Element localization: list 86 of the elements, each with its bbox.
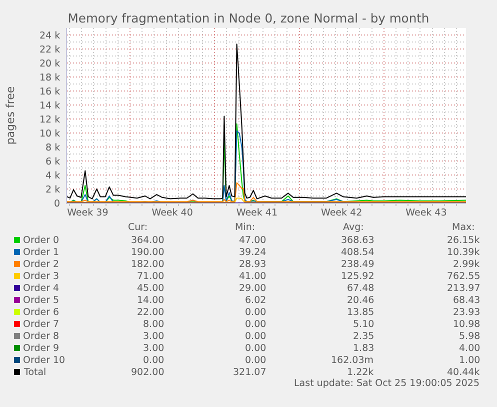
text: Max:: [452, 222, 475, 233]
text: 13.85: [347, 307, 374, 318]
text: 20.46: [347, 295, 374, 306]
text: 0.00: [245, 331, 266, 342]
text: 0.00: [245, 319, 266, 330]
legend-label: Order 6: [23, 307, 60, 318]
text: 28.93: [239, 259, 266, 270]
y-tick-label: 14 k: [39, 100, 61, 112]
text: 162.03m: [331, 355, 374, 366]
text: 23.93: [453, 307, 480, 318]
y-tick-label: 10 k: [39, 128, 61, 140]
x-tick-label: Week 43: [406, 207, 447, 218]
text: 0.00: [245, 343, 266, 354]
text: 71.00: [137, 271, 164, 282]
text: 364.00: [131, 235, 164, 246]
legend-label: Order 10: [23, 355, 66, 366]
x-tick-label: Week 42: [320, 207, 362, 218]
legend-label: Order 5: [23, 295, 60, 306]
y-tick-label: 24 k: [39, 30, 61, 42]
legend-label: Order 3: [23, 271, 60, 282]
text: 67.48: [347, 283, 374, 294]
text: Last update: Sat Oct 25 19:00:05 2025: [294, 378, 480, 389]
text: 762.55: [447, 271, 480, 282]
text: 41.00: [239, 271, 266, 282]
legend-label: Order 1: [23, 247, 60, 258]
x-tick-label: Week 40: [152, 207, 193, 218]
text: 40.44k: [447, 367, 480, 378]
y-tick-label: 8 k: [46, 142, 61, 154]
text: 125.92: [341, 271, 374, 282]
legend-label: Order 7: [23, 319, 60, 330]
text: Min:: [235, 222, 256, 233]
legend-label: Order 8: [23, 331, 60, 342]
text: 5.10: [353, 319, 374, 330]
text: 5.98: [459, 331, 480, 342]
text: 4.00: [459, 343, 480, 354]
legend-label: Total: [23, 367, 46, 378]
text: 1.00: [459, 355, 480, 366]
y-tick-label: 4 k: [46, 170, 61, 182]
legend-label: Order 9: [23, 343, 60, 354]
x-tick-label: Week 41: [236, 207, 278, 218]
text: 29.00: [239, 283, 266, 294]
text: 26.15k: [447, 235, 480, 246]
text: 8.00: [143, 319, 164, 330]
y-tick-label: 18 k: [39, 72, 61, 84]
text: 190.00: [131, 247, 164, 258]
legend-label: Order 0: [23, 235, 60, 246]
text: Cur:: [128, 222, 148, 233]
text: 238.49: [341, 259, 374, 270]
text: 1.22k: [347, 367, 374, 378]
text: 47.00: [239, 235, 266, 246]
text: 3.00: [143, 343, 164, 354]
y-tick-label: 16 k: [39, 86, 61, 98]
y-tick-label: 20 k: [39, 58, 61, 70]
text: 368.63: [341, 235, 374, 246]
text: 213.97: [447, 283, 480, 294]
y-axis-title: pages free: [4, 86, 18, 145]
legend-label: Order 4: [23, 283, 60, 294]
text: 14.00: [137, 295, 164, 306]
text: 39.24: [239, 247, 266, 258]
y-tick-label: 6 k: [46, 156, 61, 168]
text: 68.43: [453, 295, 480, 306]
text: 0.00: [143, 355, 164, 366]
text: 2.99k: [453, 259, 480, 270]
text: 182.00: [131, 259, 164, 270]
legend-label: Order 2: [23, 259, 60, 270]
text: 45.00: [137, 283, 164, 294]
y-tick-label: 22 k: [39, 44, 61, 56]
chart-title: Memory fragmentation in Node 0, zone Normal - by month: [68, 11, 430, 26]
text: 10.39k: [447, 247, 480, 258]
y-tick-label: 2 k: [46, 184, 61, 196]
text: 0.00: [245, 355, 266, 366]
text: 1.83: [353, 343, 374, 354]
y-tick-label: 12 k: [39, 114, 61, 126]
text: 6.02: [245, 295, 266, 306]
text: 902.00: [131, 367, 164, 378]
line-series: [67, 44, 466, 200]
text: 0.00: [245, 307, 266, 318]
text: 22.00: [137, 307, 164, 318]
text: 408.54: [341, 247, 374, 258]
x-tick-label: Week 39: [67, 207, 108, 218]
y-tick-label: 0: [54, 198, 60, 210]
text: 3.00: [143, 331, 164, 342]
text: Avg:: [343, 222, 364, 233]
text: 321.07: [233, 367, 266, 378]
text: 10.98: [453, 319, 480, 330]
text: 2.35: [353, 331, 374, 342]
